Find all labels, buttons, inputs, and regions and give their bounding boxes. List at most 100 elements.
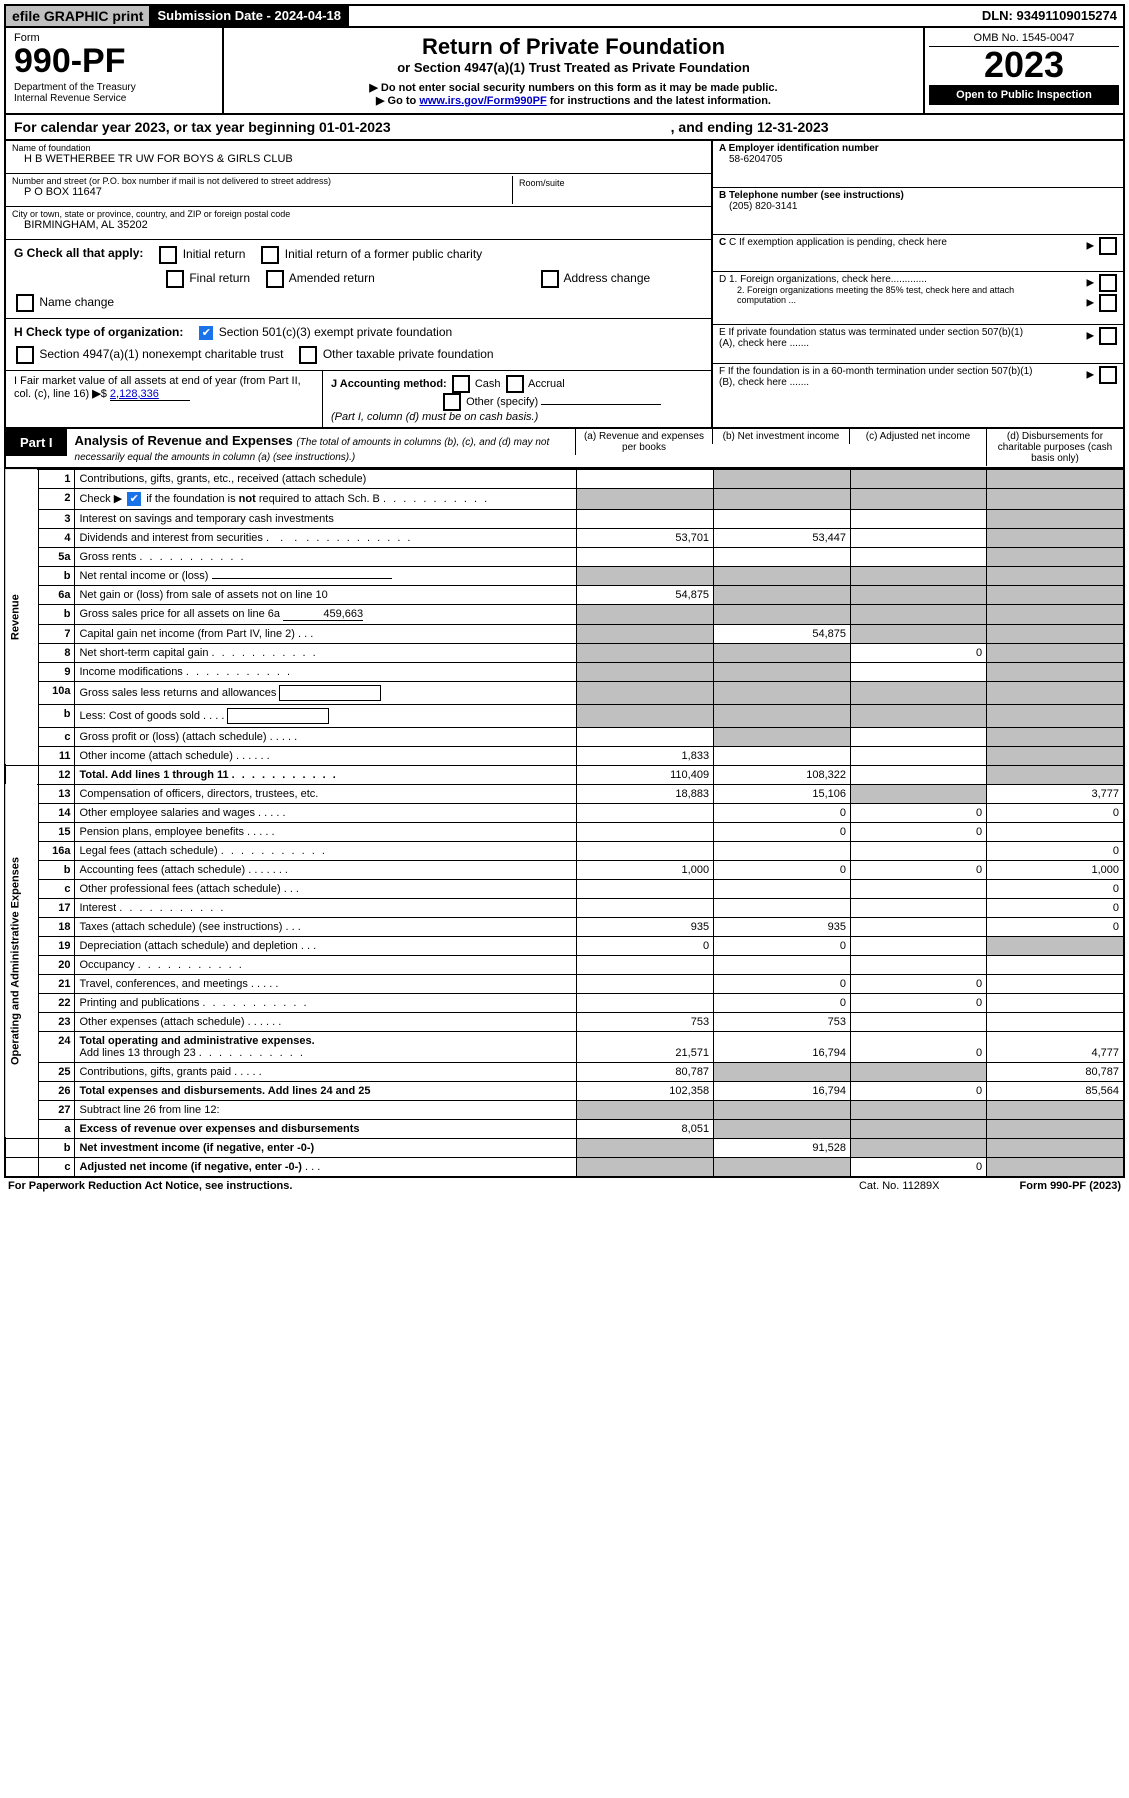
table-row: 8Net short-term capital gain 0 [5, 643, 1124, 662]
form-number: 990-PF [14, 44, 214, 78]
table-row: 21Travel, conferences, and meetings . . … [5, 974, 1124, 993]
part1-table: Revenue 1 Contributions, gifts, grants, … [4, 469, 1125, 1178]
city-state-zip: BIRMINGHAM, AL 35202 [12, 219, 705, 231]
table-row: bAccounting fees (attach schedule) . . .… [5, 860, 1124, 879]
col-d-hdr: (d) Disbursements for charitable purpose… [986, 429, 1123, 466]
note-link: ▶ Go to www.irs.gov/Form990PF for instru… [236, 94, 911, 107]
j-note: (Part I, column (d) must be on cash basi… [331, 411, 538, 423]
revenue-side-label: Revenue [5, 469, 38, 765]
efile-label[interactable]: efile GRAPHIC print [6, 6, 151, 26]
d1-checkbox[interactable] [1099, 274, 1117, 292]
i-j-row: I Fair market value of all assets at end… [6, 371, 711, 427]
f-label: F If the foundation is in a 60-month ter… [719, 366, 1039, 388]
table-row: 11Other income (attach schedule) . . . .… [5, 746, 1124, 765]
irs-label: Internal Revenue Service [14, 93, 214, 104]
phone-value: (205) 820-3141 [719, 201, 797, 212]
table-row: 18Taxes (attach schedule) (see instructi… [5, 917, 1124, 936]
footer-form: Form 990-PF (2023) [1020, 1180, 1122, 1192]
form-title: Return of Private Foundation [236, 34, 911, 60]
f-checkbox[interactable] [1099, 366, 1117, 384]
form-link[interactable]: www.irs.gov/Form990PF [419, 95, 546, 107]
table-row: 26Total expenses and disbursements. Add … [5, 1081, 1124, 1100]
table-row: 9Income modifications [5, 662, 1124, 681]
d2-checkbox[interactable] [1099, 294, 1117, 312]
city-label: City or town, state or province, country… [12, 209, 705, 219]
accrual-checkbox[interactable] [506, 375, 524, 393]
part1-badge: Part I [6, 429, 67, 456]
a-label: A Employer identification number [719, 143, 879, 154]
addr-label: Number and street (or P.O. box number if… [12, 176, 512, 186]
tax-year: 2023 [929, 47, 1119, 83]
cash-checkbox[interactable] [452, 375, 470, 393]
room-label: Room/suite [519, 178, 699, 188]
table-row: 23Other expenses (attach schedule) . . .… [5, 1012, 1124, 1031]
table-row: 19Depreciation (attach schedule) and dep… [5, 936, 1124, 955]
sch-b-checkbox[interactable]: ✔ [127, 492, 141, 506]
c-label: C If exemption application is pending, c… [729, 237, 947, 248]
ein-value: 58-6204705 [719, 154, 782, 165]
top-bar: efile GRAPHIC print Submission Date - 20… [4, 4, 1125, 28]
table-row: 16aLegal fees (attach schedule) 0 [5, 841, 1124, 860]
cal-year-ending: , and ending 12-31-2023 [671, 119, 829, 135]
name-change-checkbox[interactable] [16, 294, 34, 312]
table-row: 4Dividends and interest from securities … [5, 528, 1124, 547]
address: P O BOX 11647 [12, 186, 512, 198]
dln-label: DLN: 93491109015274 [976, 6, 1123, 26]
d2-label: 2. Foreign organizations meeting the 85%… [719, 285, 1037, 305]
h-label: H Check type of organization: [14, 325, 183, 339]
address-change-checkbox[interactable] [541, 270, 559, 288]
table-row: 12Total. Add lines 1 through 11 110,4091… [5, 765, 1124, 784]
table-row: 20Occupancy [5, 955, 1124, 974]
cal-year-text: For calendar year 2023, or tax year begi… [14, 119, 391, 135]
501c3-checkbox[interactable]: ✔ [199, 326, 213, 340]
footer-cat: Cat. No. 11289X [859, 1180, 940, 1192]
table-row: 27Subtract line 26 from line 12: [5, 1100, 1124, 1119]
table-row: cGross profit or (loss) (attach schedule… [5, 727, 1124, 746]
part1-header: Part I Analysis of Revenue and Expenses … [4, 429, 1125, 469]
h-check-row: H Check type of organization: ✔ Section … [6, 319, 711, 371]
fmv-value[interactable]: 2,128,336 [110, 388, 190, 401]
footer-left: For Paperwork Reduction Act Notice, see … [8, 1180, 292, 1192]
other-method-checkbox[interactable] [443, 393, 461, 411]
g-label: G Check all that apply: [14, 246, 143, 260]
c-checkbox[interactable] [1099, 237, 1117, 255]
table-row: 15Pension plans, employee benefits . . .… [5, 822, 1124, 841]
other-taxable-checkbox[interactable] [299, 346, 317, 364]
initial-return-checkbox[interactable] [159, 246, 177, 264]
d1-label: D 1. Foreign organizations, check here..… [719, 274, 927, 285]
j-label: J Accounting method: [331, 378, 447, 390]
col-b-hdr: (b) Net investment income [712, 429, 849, 444]
table-row: 22Printing and publications 00 [5, 993, 1124, 1012]
table-row: 10aGross sales less returns and allowanc… [5, 681, 1124, 704]
col-c-hdr: (c) Adjusted net income [849, 429, 986, 444]
calendar-year-row: For calendar year 2023, or tax year begi… [4, 115, 1125, 141]
table-row: bGross sales price for all assets on lin… [5, 604, 1124, 624]
amended-return-checkbox[interactable] [266, 270, 284, 288]
table-row: 6aNet gain or (loss) from sale of assets… [5, 585, 1124, 604]
col-a-hdr: (a) Revenue and expenses per books [575, 429, 712, 455]
table-row: 7Capital gain net income (from Part IV, … [5, 624, 1124, 643]
table-row: cAdjusted net income (if negative, enter… [5, 1157, 1124, 1177]
table-row: 2 Check ▶ ✔ if the foundation is not req… [5, 488, 1124, 509]
note-ssn: ▶ Do not enter social security numbers o… [236, 81, 911, 94]
table-row: Operating and Administrative Expenses 13… [5, 784, 1124, 803]
table-row: aExcess of revenue over expenses and dis… [5, 1119, 1124, 1138]
table-row: Revenue 1 Contributions, gifts, grants, … [5, 469, 1124, 488]
submission-date: Submission Date - 2024-04-18 [151, 6, 349, 26]
table-row: cOther professional fees (attach schedul… [5, 879, 1124, 898]
table-row: 17Interest 0 [5, 898, 1124, 917]
table-row: 5aGross rents [5, 547, 1124, 566]
initial-former-checkbox[interactable] [261, 246, 279, 264]
form-header: Form 990-PF Department of the Treasury I… [4, 28, 1125, 115]
table-row: bNet investment income (if negative, ent… [5, 1138, 1124, 1157]
dept-label: Department of the Treasury [14, 82, 214, 93]
4947-checkbox[interactable] [16, 346, 34, 364]
b-label: B Telephone number (see instructions) [719, 190, 904, 201]
table-row: 14Other employee salaries and wages . . … [5, 803, 1124, 822]
e-checkbox[interactable] [1099, 327, 1117, 345]
table-row: bNet rental income or (loss) [5, 566, 1124, 585]
final-return-checkbox[interactable] [166, 270, 184, 288]
expenses-side-label: Operating and Administrative Expenses [5, 784, 38, 1138]
table-row: 3Interest on savings and temporary cash … [5, 509, 1124, 528]
part1-title: Analysis of Revenue and Expenses [75, 433, 293, 448]
